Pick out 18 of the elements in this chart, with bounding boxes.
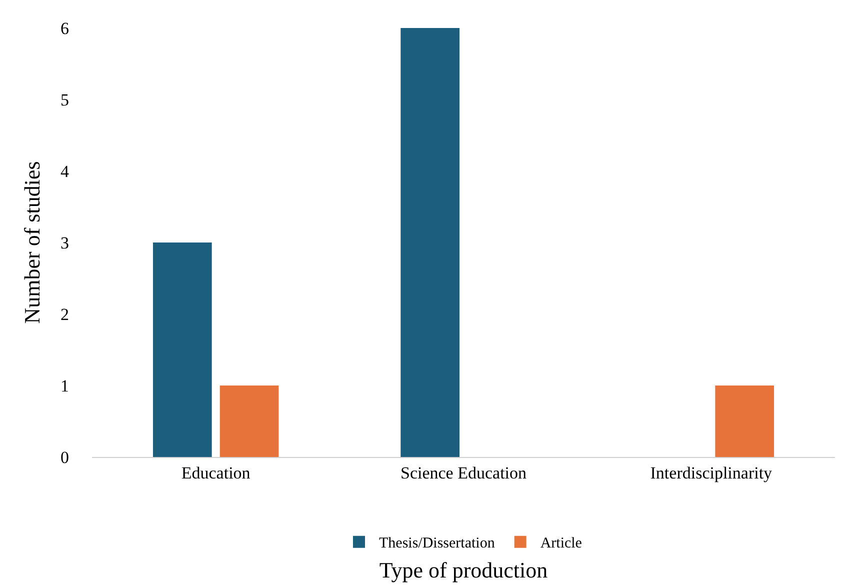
- y-tick-label: 4: [60, 162, 70, 181]
- y-tick-label: 3: [60, 233, 69, 252]
- bar: [152, 242, 212, 457]
- y-tick-label: 1: [60, 376, 69, 396]
- legend-label: Article: [540, 536, 582, 552]
- y-tick-label: 0: [60, 448, 69, 467]
- bar: [220, 386, 279, 457]
- bar: [715, 386, 774, 457]
- y-tick-label: 5: [60, 90, 69, 110]
- x-tick-label: Interdisciplinarity: [650, 463, 773, 482]
- y-axis-title: Number of studies: [19, 161, 44, 324]
- x-tick-label: Education: [181, 463, 251, 482]
- x-tick-label: Science Education: [400, 463, 528, 482]
- x-axis-title: Type of production: [379, 557, 548, 582]
- y-tick-label: 6: [60, 18, 69, 38]
- legend-label: Thesis/Dissertation: [379, 536, 496, 552]
- bar: [400, 28, 460, 457]
- y-tick-label: 2: [60, 304, 69, 324]
